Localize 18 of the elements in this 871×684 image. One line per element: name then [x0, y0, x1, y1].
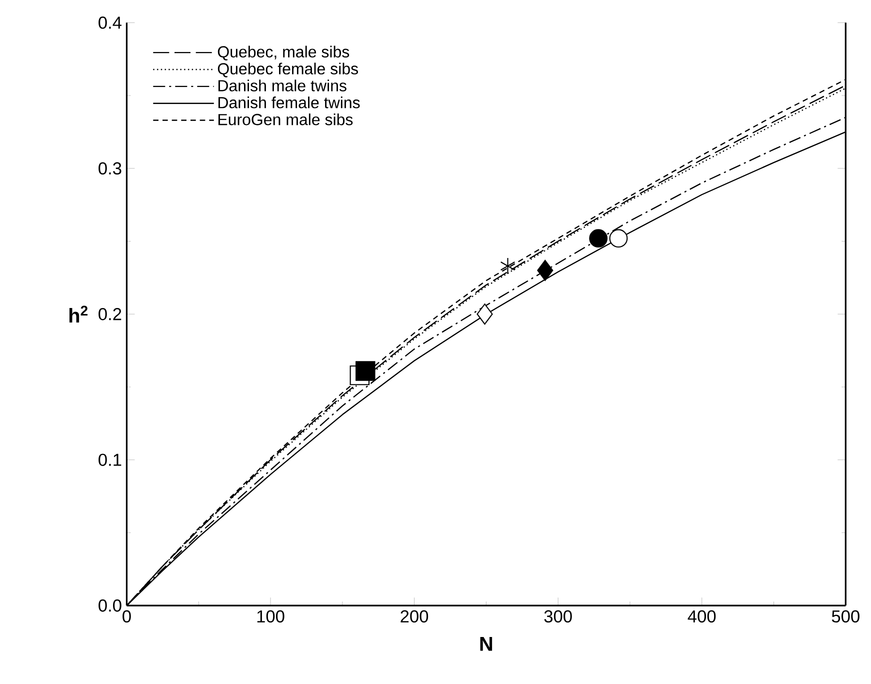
- x-tick-label: 500: [832, 610, 860, 622]
- legend-label: Danish female twins: [218, 96, 360, 108]
- y-tick-label: 0.1: [98, 454, 122, 466]
- legend-label: Quebec female sibs: [218, 62, 358, 78]
- x-tick-label: 300: [544, 610, 572, 622]
- y-tick-label: 0.0: [98, 599, 122, 612]
- x-axis-title: N: [480, 636, 492, 651]
- y-tick-label: 0.3: [98, 162, 122, 174]
- x-tick-label: 0: [122, 610, 131, 622]
- x-tick-label: 200: [400, 610, 428, 622]
- y-axis-title: h$^{2}$: [69, 306, 88, 322]
- x-tick-label: 100: [257, 610, 284, 622]
- y-tick-label: 0.4: [98, 16, 122, 29]
- legend-label: Quebec, male sibs: [218, 46, 350, 60]
- y-tick-label: 0.2: [98, 308, 122, 320]
- legend-label: EuroGen male sibs: [218, 113, 353, 126]
- x-tick-label: 400: [688, 610, 716, 622]
- legend-label: Danish male twins: [218, 80, 346, 92]
